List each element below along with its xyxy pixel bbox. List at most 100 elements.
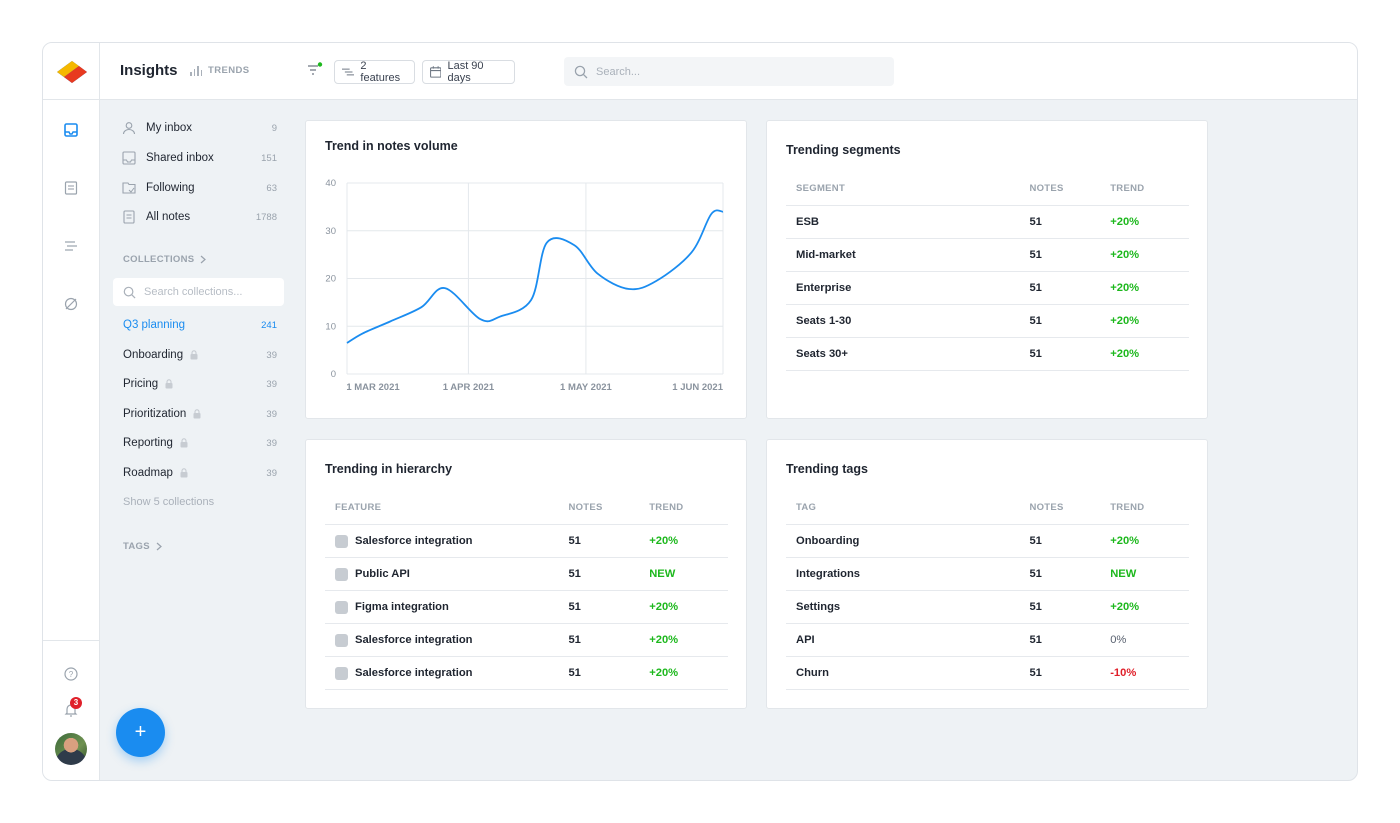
- table-row[interactable]: Seats 30+ 51 +20%: [786, 338, 1189, 371]
- add-button[interactable]: +: [116, 708, 165, 757]
- following-icon: [122, 182, 136, 194]
- nav-item-following[interactable]: Following 63: [122, 178, 277, 198]
- tags-title: Trending tags: [786, 462, 868, 476]
- nav-item-all-notes[interactable]: All notes 1788: [122, 207, 277, 227]
- collection-item-prioritization[interactable]: Prioritization 39: [123, 404, 277, 424]
- lock-icon: [180, 468, 188, 478]
- table-row[interactable]: API 51 0%: [786, 624, 1189, 657]
- show-more-collections-link[interactable]: Show 5 collections: [123, 496, 215, 508]
- feature-name: Salesforce integration: [355, 634, 473, 646]
- roadmap-nav-icon[interactable]: [63, 238, 79, 254]
- notes-volume-title: Trend in notes volume: [325, 139, 458, 153]
- table-header: FEATURE NOTES TREND: [325, 491, 728, 525]
- table-row[interactable]: Enterprise 51 +20%: [786, 272, 1189, 305]
- features-filter-button[interactable]: 2 features: [334, 60, 415, 84]
- table-row[interactable]: Seats 1-30 51 +20%: [786, 305, 1189, 338]
- collection-count: 39: [266, 378, 277, 390]
- notes-count: 51: [1029, 315, 1042, 327]
- trends-label[interactable]: TRENDS: [190, 65, 249, 76]
- lock-icon: [190, 350, 198, 360]
- table-row[interactable]: Salesforce integration 51 +20%: [325, 624, 728, 657]
- search-icon: [123, 286, 136, 298]
- notes-count: 51: [568, 634, 581, 646]
- segment-name: Mid-market: [796, 249, 856, 261]
- bar-chart-icon: [190, 65, 202, 76]
- column-header: NOTES: [568, 502, 603, 513]
- collection-count: 39: [266, 408, 277, 420]
- nav-item-shared-inbox[interactable]: Shared inbox 151: [122, 148, 277, 168]
- collection-item-roadmap[interactable]: Roadmap 39: [123, 463, 277, 483]
- collections-search-input[interactable]: [144, 286, 274, 298]
- nav-item-my-inbox[interactable]: My inbox 9: [122, 118, 277, 138]
- table-row[interactable]: Settings 51 +20%: [786, 591, 1189, 624]
- nav-item-label: Following: [146, 182, 195, 194]
- notes-count: 51: [568, 535, 581, 547]
- tag-name: Integrations: [796, 568, 861, 580]
- table-row[interactable]: Salesforce integration 51 +20%: [325, 525, 728, 558]
- table-row[interactable]: Onboarding 51 +20%: [786, 525, 1189, 558]
- notification-badge: 3: [70, 697, 82, 709]
- segment-name: ESB: [796, 216, 820, 228]
- filter-icon[interactable]: [306, 61, 324, 79]
- nav-item-label: All notes: [146, 211, 191, 223]
- column-header: NOTES: [1029, 502, 1064, 513]
- hierarchy-card: Trending in hierarchy FEATURE NOTES TREN…: [305, 439, 747, 709]
- segments-card: Trending segments SEGMENT NOTES TREND ES…: [766, 120, 1208, 419]
- trend-value: +20%: [649, 535, 679, 547]
- date-range-button[interactable]: Last 90 days: [422, 60, 515, 84]
- collection-label: Onboarding: [123, 349, 184, 361]
- collection-item-reporting[interactable]: Reporting 39: [123, 433, 277, 453]
- y-tick-label: 0: [331, 369, 336, 380]
- table-row[interactable]: Mid-market 51 +20%: [786, 239, 1189, 272]
- collection-item-q3-planning[interactable]: Q3 planning 241: [123, 315, 277, 335]
- segments-title: Trending segments: [786, 143, 901, 157]
- trend-value: +20%: [649, 667, 679, 679]
- table-row[interactable]: Integrations 51 NEW: [786, 558, 1189, 591]
- notes-count: 51: [1029, 282, 1042, 294]
- collections-header[interactable]: COLLECTIONS: [123, 254, 207, 265]
- feature-name: Salesforce integration: [355, 535, 473, 547]
- hierarchy-table: FEATURE NOTES TREND Salesforce integrati…: [325, 491, 728, 690]
- tags-label: TAGS: [123, 541, 150, 552]
- nav-item-label: Shared inbox: [146, 152, 214, 164]
- x-tick-label: 1 MAY 2021: [560, 382, 612, 393]
- calendar-icon: [430, 66, 442, 78]
- search-input[interactable]: [596, 65, 876, 78]
- feature-icon: [335, 534, 348, 548]
- notes-nav-icon[interactable]: [63, 180, 79, 196]
- collection-label: Roadmap: [123, 467, 173, 479]
- notes-volume-card: Trend in notes volume 0 10 20 30 40 1 MAR 202…: [305, 120, 747, 419]
- y-tick-label: 20: [325, 274, 336, 285]
- hierarchy-title: Trending in hierarchy: [325, 462, 453, 476]
- insights-nav-icon[interactable]: [63, 296, 79, 312]
- features-chip-label: 2 features: [360, 60, 401, 84]
- y-tick-label: 10: [325, 321, 336, 332]
- trend-value: +20%: [649, 601, 679, 613]
- trend-value: 0%: [1110, 634, 1127, 646]
- trend-value: +20%: [1110, 348, 1140, 360]
- table-row[interactable]: Figma integration 51 +20%: [325, 591, 728, 624]
- tags-header[interactable]: TAGS: [123, 541, 162, 552]
- app-window: Insights TRENDS 2 features: [42, 42, 1358, 781]
- collection-item-pricing[interactable]: Pricing 39: [123, 374, 277, 394]
- inbox-nav-icon[interactable]: [63, 122, 79, 138]
- chevron-right-icon: [200, 255, 207, 264]
- collection-item-onboarding[interactable]: Onboarding 39: [123, 345, 277, 365]
- avatar[interactable]: [55, 733, 87, 765]
- lock-icon: [193, 409, 201, 419]
- column-header: FEATURE: [335, 502, 382, 513]
- tags-table: TAG NOTES TREND Onboarding 51 +20% Integ…: [786, 491, 1189, 690]
- table-row[interactable]: Churn 51 -10%: [786, 657, 1189, 690]
- tag-name: API: [796, 634, 815, 646]
- notes-count: 51: [1029, 216, 1042, 228]
- table-row[interactable]: Public API 51 NEW: [325, 558, 728, 591]
- nav-item-count: 63: [266, 182, 277, 194]
- table-row[interactable]: Salesforce integration 51 +20%: [325, 657, 728, 690]
- rail-divider: [43, 640, 100, 641]
- trend-value: +20%: [1110, 315, 1140, 327]
- x-tick-label: 1 MAR 2021: [346, 382, 400, 393]
- help-icon[interactable]: ?: [63, 666, 79, 682]
- table-row[interactable]: ESB 51 +20%: [786, 206, 1189, 239]
- logo-icon[interactable]: [57, 61, 87, 83]
- collections-label: COLLECTIONS: [123, 254, 195, 265]
